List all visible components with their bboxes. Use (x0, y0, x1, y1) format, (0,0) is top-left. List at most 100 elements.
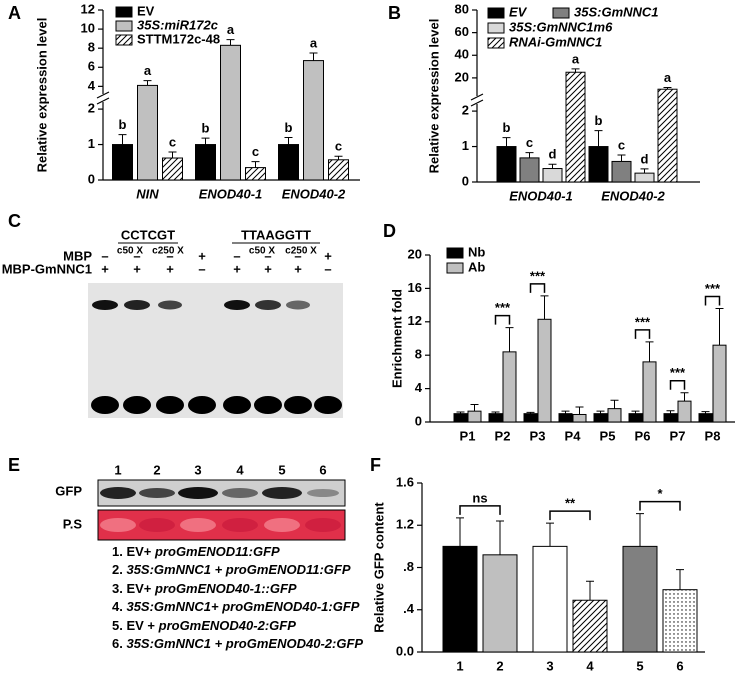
sign: + (264, 261, 272, 276)
bar (542, 168, 563, 183)
x-tick-label: ENOD40-1 (509, 188, 573, 203)
y-tick-label: 0 (462, 173, 469, 188)
bar (657, 88, 678, 183)
letter: b (202, 121, 210, 136)
y-tick-label: 10 (81, 21, 95, 36)
bar (593, 413, 608, 423)
bar (482, 554, 518, 653)
bar (453, 413, 468, 423)
y-tick-label: 80 (455, 1, 469, 16)
error-bar (496, 520, 504, 555)
letter: a (664, 70, 672, 85)
y-tick-label: 4 (88, 78, 96, 93)
error-bar (586, 580, 594, 601)
error-bar (640, 168, 649, 174)
legend-swatch (115, 6, 133, 18)
error-bar (526, 411, 535, 414)
y-tick-label: 20 (408, 246, 422, 261)
bar (662, 589, 698, 653)
bar (195, 144, 216, 181)
bar (677, 400, 692, 423)
y-tick-label: 0 (88, 171, 95, 186)
x-tick-label: ENOD40-1 (199, 186, 263, 201)
error-bar (525, 152, 534, 158)
y-tick-label: 4 (415, 380, 423, 395)
panel-label: D (383, 221, 396, 241)
error-bar (168, 151, 177, 159)
legend-swatch (115, 34, 133, 46)
x-tick-label: 1 (456, 658, 463, 673)
sign: + (133, 261, 141, 276)
letter: c (618, 137, 625, 152)
x-tick-label: 5 (636, 658, 643, 673)
error-bar (594, 130, 603, 147)
significance-bracket (639, 500, 681, 511)
error-bar (676, 569, 684, 590)
error-bar (456, 517, 464, 547)
error-bar (309, 52, 318, 61)
x-tick-label: P2 (495, 428, 511, 443)
x-tick-label: P5 (600, 428, 616, 443)
item-text: proGmENOD40-1::GFP (154, 581, 297, 596)
legend-label: RNAi-GmNNC1 (509, 34, 602, 49)
item-text: proGmENOD11:GFP (154, 544, 280, 559)
lane-label: 6 (319, 462, 326, 477)
bar (245, 167, 266, 181)
sign: + (101, 261, 109, 276)
letter: b (285, 120, 293, 135)
error-bar (596, 410, 605, 414)
y-tick-label: 12 (81, 1, 95, 16)
y-tick-label: 20 (455, 69, 469, 84)
sign: – (198, 261, 205, 276)
axis-break (470, 93, 484, 107)
significance-label: ns (472, 490, 487, 505)
letter: b (119, 117, 127, 132)
panel-label: B (388, 3, 401, 23)
bar (565, 71, 586, 183)
item-text: 1. EV+ (112, 544, 155, 559)
bar (537, 318, 552, 423)
bar (442, 545, 478, 653)
x-tick-label: 3 (546, 658, 553, 673)
error-bar (575, 406, 584, 415)
y-tick-label: .8 (403, 559, 414, 574)
bar (220, 44, 241, 181)
lane-label: 5 (278, 462, 285, 477)
legend-item: 4. 35S:GmNNC1+ proGmENOD40-1:GFP (112, 599, 360, 614)
error-bar (470, 403, 479, 412)
x-tick-label: P6 (635, 428, 651, 443)
error-bar (251, 161, 260, 168)
bar (588, 146, 609, 183)
legend-item: 6. 35S:GmNNC1 + proGmENOD40-2:GFP (112, 636, 363, 651)
significance-bracket (549, 510, 591, 521)
sign: – (133, 248, 140, 263)
error-bar (143, 80, 152, 86)
error-bar (226, 39, 235, 46)
significance-bracket (459, 505, 501, 515)
item-text: 3. EV+ (112, 581, 155, 596)
row-label: GFP (55, 483, 82, 498)
axis-break (96, 91, 110, 105)
error-bar (546, 522, 554, 547)
sign: – (233, 248, 240, 263)
lane-label: 3 (194, 462, 201, 477)
letter: a (310, 35, 318, 50)
sign: + (166, 261, 174, 276)
bar (634, 172, 655, 183)
legend-label: Nb (468, 244, 485, 259)
y-axis-label: Relative expression level (34, 18, 49, 173)
error-bar (680, 392, 689, 402)
sign: – (294, 248, 301, 263)
legend-item: 5. EV + proGmENOD40-2:GFP (112, 618, 296, 633)
y-tick-label: .4 (403, 601, 415, 616)
x-tick-label: NIN (136, 186, 159, 201)
competitor-label: c50 X (117, 246, 143, 257)
x-tick-label: P4 (565, 428, 582, 443)
error-bar (284, 136, 293, 145)
bar (467, 410, 482, 423)
legend-swatch (115, 20, 133, 32)
bar (628, 413, 643, 423)
x-tick-label: 4 (586, 658, 594, 673)
